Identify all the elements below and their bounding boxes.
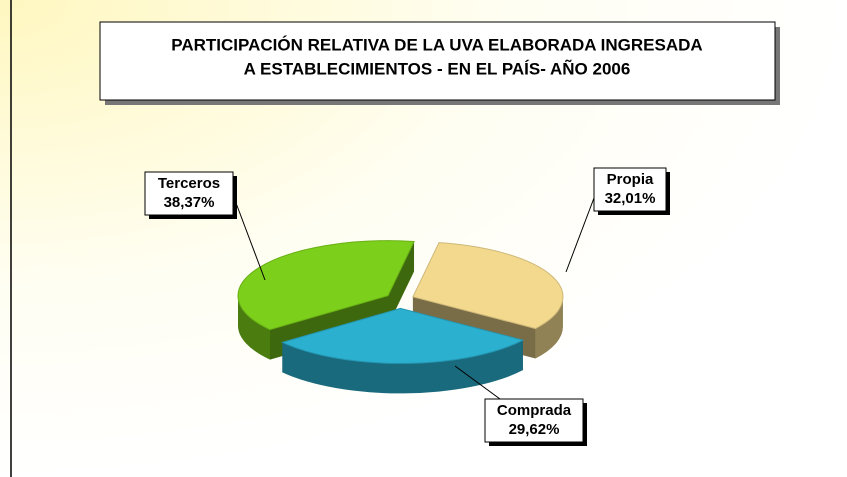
- chart-title: PARTICIPACIÓN RELATIVA DE LA UVA ELABORA…: [171, 35, 702, 54]
- slice-category: Comprada: [497, 402, 572, 419]
- title-box: [99, 21, 776, 101]
- pie: [237, 240, 564, 394]
- slice-value-label: 38,37%: [164, 194, 215, 211]
- labels: Propia 32,01% Comprada 29,62% Terceros 38,37%: [144, 167, 670, 446]
- label-box: [144, 171, 234, 216]
- chart-title: A ESTABLECIMIENTOS - EN EL PAÍS- AÑO 200…: [244, 58, 631, 78]
- slice-value-label: 29,62%: [509, 421, 560, 438]
- slice-category: Propia: [607, 171, 654, 188]
- slice-side: [282, 340, 523, 394]
- slice-value-label: 32,01%: [605, 190, 656, 207]
- slice-side: [387, 241, 415, 326]
- slice: [280, 307, 525, 364]
- leader-line: [232, 194, 266, 281]
- leader-line: [565, 197, 595, 273]
- label-box: [484, 398, 584, 443]
- slice: [412, 242, 564, 330]
- slice-side: [535, 296, 563, 359]
- slice-category: Terceros: [158, 175, 220, 192]
- leader-line: [454, 365, 501, 400]
- slice-side: [237, 295, 271, 360]
- slice: [237, 240, 415, 331]
- label-box: [593, 167, 667, 212]
